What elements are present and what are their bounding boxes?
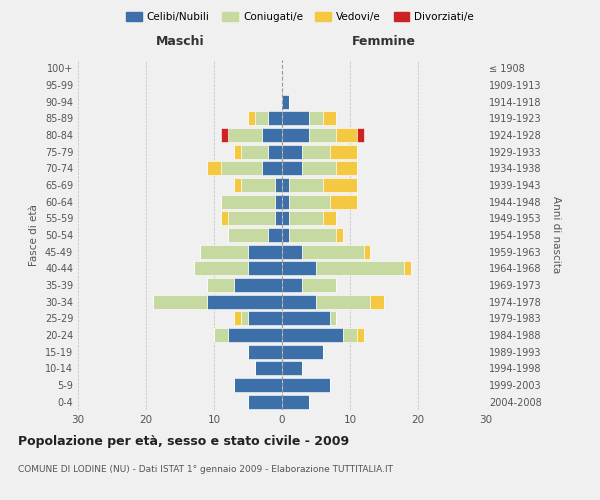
Bar xyxy=(282,261,316,276)
Bar xyxy=(364,244,370,259)
Bar xyxy=(282,94,289,109)
Bar xyxy=(357,128,364,142)
Bar xyxy=(248,261,282,276)
Bar xyxy=(227,128,262,142)
Bar xyxy=(200,244,248,259)
Bar xyxy=(309,112,323,126)
Y-axis label: Fasce di età: Fasce di età xyxy=(29,204,39,266)
Bar xyxy=(248,394,282,409)
Text: Maschi: Maschi xyxy=(155,36,205,49)
Bar xyxy=(221,162,262,175)
Bar xyxy=(275,194,282,209)
Bar xyxy=(282,194,289,209)
Bar xyxy=(262,128,282,142)
Bar xyxy=(248,244,282,259)
Bar xyxy=(302,244,364,259)
Bar xyxy=(302,162,337,175)
Text: Femmine: Femmine xyxy=(352,36,416,49)
Bar xyxy=(282,228,289,242)
Bar xyxy=(227,328,282,342)
Bar xyxy=(282,278,302,292)
Bar xyxy=(207,162,221,175)
Bar xyxy=(282,294,316,308)
Bar xyxy=(282,311,329,326)
Bar xyxy=(227,228,268,242)
Bar xyxy=(323,112,337,126)
Bar xyxy=(268,112,282,126)
Y-axis label: Anni di nascita: Anni di nascita xyxy=(551,196,561,274)
Bar xyxy=(343,328,357,342)
Bar xyxy=(357,328,364,342)
Bar xyxy=(255,361,282,376)
Text: Popolazione per età, sesso e stato civile - 2009: Popolazione per età, sesso e stato civil… xyxy=(18,435,349,448)
Bar xyxy=(235,378,282,392)
Bar xyxy=(337,128,357,142)
Bar xyxy=(316,261,404,276)
Bar xyxy=(207,278,235,292)
Bar xyxy=(268,228,282,242)
Bar xyxy=(329,311,337,326)
Bar xyxy=(282,178,289,192)
Bar xyxy=(227,211,275,226)
Bar xyxy=(235,144,241,159)
Bar xyxy=(302,144,329,159)
Bar xyxy=(282,361,302,376)
Bar xyxy=(337,162,357,175)
Bar xyxy=(337,228,343,242)
Bar xyxy=(221,128,227,142)
Bar xyxy=(248,311,282,326)
Bar xyxy=(248,112,255,126)
Bar xyxy=(323,178,357,192)
Bar xyxy=(207,294,282,308)
Bar xyxy=(235,278,282,292)
Bar xyxy=(282,144,302,159)
Bar xyxy=(282,112,309,126)
Bar xyxy=(241,144,268,159)
Bar xyxy=(221,211,227,226)
Bar xyxy=(248,344,282,359)
Bar xyxy=(323,211,337,226)
Bar xyxy=(255,112,268,126)
Bar xyxy=(289,194,329,209)
Bar xyxy=(404,261,411,276)
Bar xyxy=(282,378,329,392)
Bar xyxy=(282,328,343,342)
Bar xyxy=(329,194,357,209)
Bar xyxy=(309,128,337,142)
Bar xyxy=(289,178,323,192)
Bar xyxy=(268,144,282,159)
Bar xyxy=(235,311,241,326)
Bar xyxy=(282,128,309,142)
Bar xyxy=(275,211,282,226)
Bar xyxy=(194,261,248,276)
Bar xyxy=(241,178,275,192)
Bar xyxy=(262,162,282,175)
Bar xyxy=(214,328,227,342)
Bar xyxy=(282,211,289,226)
Bar xyxy=(282,162,302,175)
Bar xyxy=(282,244,302,259)
Bar xyxy=(302,278,337,292)
Bar xyxy=(282,394,309,409)
Legend: Celibi/Nubili, Coniugati/e, Vedovi/e, Divorziati/e: Celibi/Nubili, Coniugati/e, Vedovi/e, Di… xyxy=(122,8,478,26)
Bar xyxy=(289,228,337,242)
Text: COMUNE DI LODINE (NU) - Dati ISTAT 1° gennaio 2009 - Elaborazione TUTTITALIA.IT: COMUNE DI LODINE (NU) - Dati ISTAT 1° ge… xyxy=(18,465,393,474)
Bar xyxy=(370,294,384,308)
Bar xyxy=(329,144,357,159)
Bar xyxy=(316,294,370,308)
Bar xyxy=(282,344,323,359)
Bar xyxy=(289,211,323,226)
Bar xyxy=(153,294,207,308)
Bar xyxy=(275,178,282,192)
Bar xyxy=(235,178,241,192)
Bar xyxy=(241,311,248,326)
Bar xyxy=(221,194,275,209)
